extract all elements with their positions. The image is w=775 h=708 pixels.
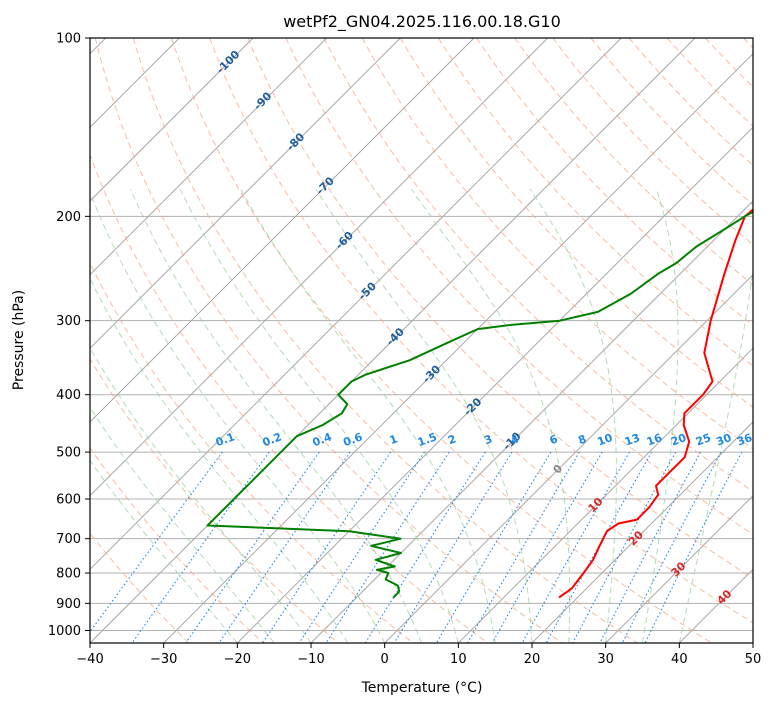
y-tick-label: 500 [56, 446, 81, 461]
chart-title: wetPf2_GN04.2025.116.00.18.G10 [283, 12, 561, 32]
x-tick-label: −30 [150, 652, 177, 667]
moist-adiabat [678, 265, 753, 643]
plot-frame [89, 37, 754, 644]
isotherm-gridline [384, 273, 753, 643]
dry-adiabat [514, 38, 753, 286]
mixing-ratio-label: 36 [735, 431, 754, 449]
moist-adiabat [315, 188, 533, 643]
isotherm-gridline [90, 38, 549, 497]
mixing-ratio-label: 0.4 [311, 430, 334, 449]
mixing-ratio-label: 1 [388, 432, 400, 447]
x-tick-label: −20 [224, 652, 251, 667]
x-axis-label: Temperature (°C) [361, 680, 483, 696]
isotherm-gridline [531, 421, 753, 643]
x-tick-label: −10 [297, 652, 324, 667]
x-tick-label: −40 [76, 652, 103, 667]
dry-adiabat [90, 357, 339, 643]
mixing-ratio-line [572, 451, 677, 643]
isotherm-gridline [90, 38, 475, 423]
dry-adiabat [171, 38, 712, 643]
x-axis: −40 −30 −20 −10 0 10 20 30 40 50 [76, 643, 761, 667]
dry-adiabat [209, 38, 753, 624]
isotherm-gridline [90, 38, 328, 276]
y-tick-label: 300 [56, 314, 81, 329]
x-tick-label: 10 [450, 652, 467, 667]
x-tick-label: 20 [524, 652, 541, 667]
isotherm-gridline [605, 494, 753, 643]
y-tick-label: 800 [56, 567, 81, 582]
mixing-ratio-line [521, 451, 630, 643]
dry-adiabat [247, 38, 753, 579]
mixing-ratio-line [621, 451, 722, 643]
dry-adiabat [323, 38, 753, 492]
y-tick-label: 600 [56, 493, 81, 508]
mixing-ratio-line [185, 451, 320, 643]
dewpoint-profile-line [206, 210, 753, 599]
y-tick-label: 1000 [48, 624, 81, 639]
plot-area: -100-90-80-70-60-50-40-30-20-10010203040… [90, 38, 754, 643]
mixing-ratio-label: 30 [714, 431, 733, 449]
moist-adiabat [90, 459, 238, 643]
x-tick-label: 50 [745, 652, 762, 667]
mixing-ratio-line [599, 451, 701, 643]
mixing-ratio-label: 25 [694, 431, 713, 448]
mixing-ratio-line [262, 451, 392, 643]
isotherm-gridline [457, 347, 753, 643]
mixing-ratio-line [298, 451, 425, 643]
mixing-ratio-line [393, 451, 513, 643]
mixing-ratio-label: 1.5 [416, 430, 439, 449]
x-tick-label: 40 [671, 652, 688, 667]
moist-adiabat [410, 188, 571, 643]
moist-adiabat [90, 190, 386, 643]
mixing-ratio-label: 4 [509, 432, 521, 447]
moist-adiabat [179, 188, 459, 643]
dry-adiabat [90, 153, 488, 643]
mixing-ratio-line [491, 451, 603, 643]
mixing-ratio-label: 16 [645, 431, 664, 449]
mixing-ratio-label: 0.1 [214, 430, 237, 449]
isotherm-gridline [90, 38, 401, 350]
dry-adiabat [285, 38, 753, 536]
isotherm-gridline [163, 52, 753, 643]
y-tick-label: 700 [56, 532, 81, 547]
y-tick-label: 900 [56, 597, 81, 612]
y-axis: 100 200 300 400 500 600 700 800 900 1000 [48, 32, 90, 639]
moist-adiabat [529, 188, 617, 643]
temperature-profile-line [558, 208, 753, 599]
y-axis-label: Pressure (hPa) [11, 290, 27, 390]
moist-adiabat [642, 189, 679, 643]
mixing-ratio-label: 20 [669, 431, 688, 449]
mixing-ratio-label: 2 [446, 432, 458, 447]
isotherm-gridline [90, 38, 622, 571]
moist-adiabat [90, 277, 349, 643]
dry-adiabat [90, 447, 264, 643]
mixing-ratio-label: 8 [576, 432, 588, 447]
x-tick-label: 0 [381, 652, 389, 667]
dry-adiabat [476, 38, 753, 326]
dry-adiabat [132, 38, 638, 643]
x-tick-label: 30 [597, 652, 614, 667]
mixing-ratio-line [90, 451, 223, 633]
mixing-ratio-line [644, 451, 743, 643]
isotherm-gridline [90, 38, 254, 202]
mixing-ratio-label: 0.2 [261, 430, 284, 449]
y-tick-label: 200 [56, 210, 81, 225]
mixing-ratio-label: 10 [596, 431, 615, 449]
mixing-ratio-label: 3 [482, 432, 494, 447]
dry-adiabat [437, 38, 753, 367]
mixing-ratio-label: 13 [623, 431, 642, 448]
mixing-ratio-label: 0.6 [342, 430, 365, 449]
moist-adiabat [240, 188, 496, 643]
mixing-ratio-line [218, 451, 351, 643]
isotherm-gridline [236, 126, 753, 643]
moist-adiabat [130, 188, 422, 643]
dry-adiabat [94, 38, 563, 643]
mixing-ratio-label: 6 [548, 432, 560, 447]
y-tick-label: 100 [56, 32, 81, 47]
y-tick-label: 400 [56, 388, 81, 403]
